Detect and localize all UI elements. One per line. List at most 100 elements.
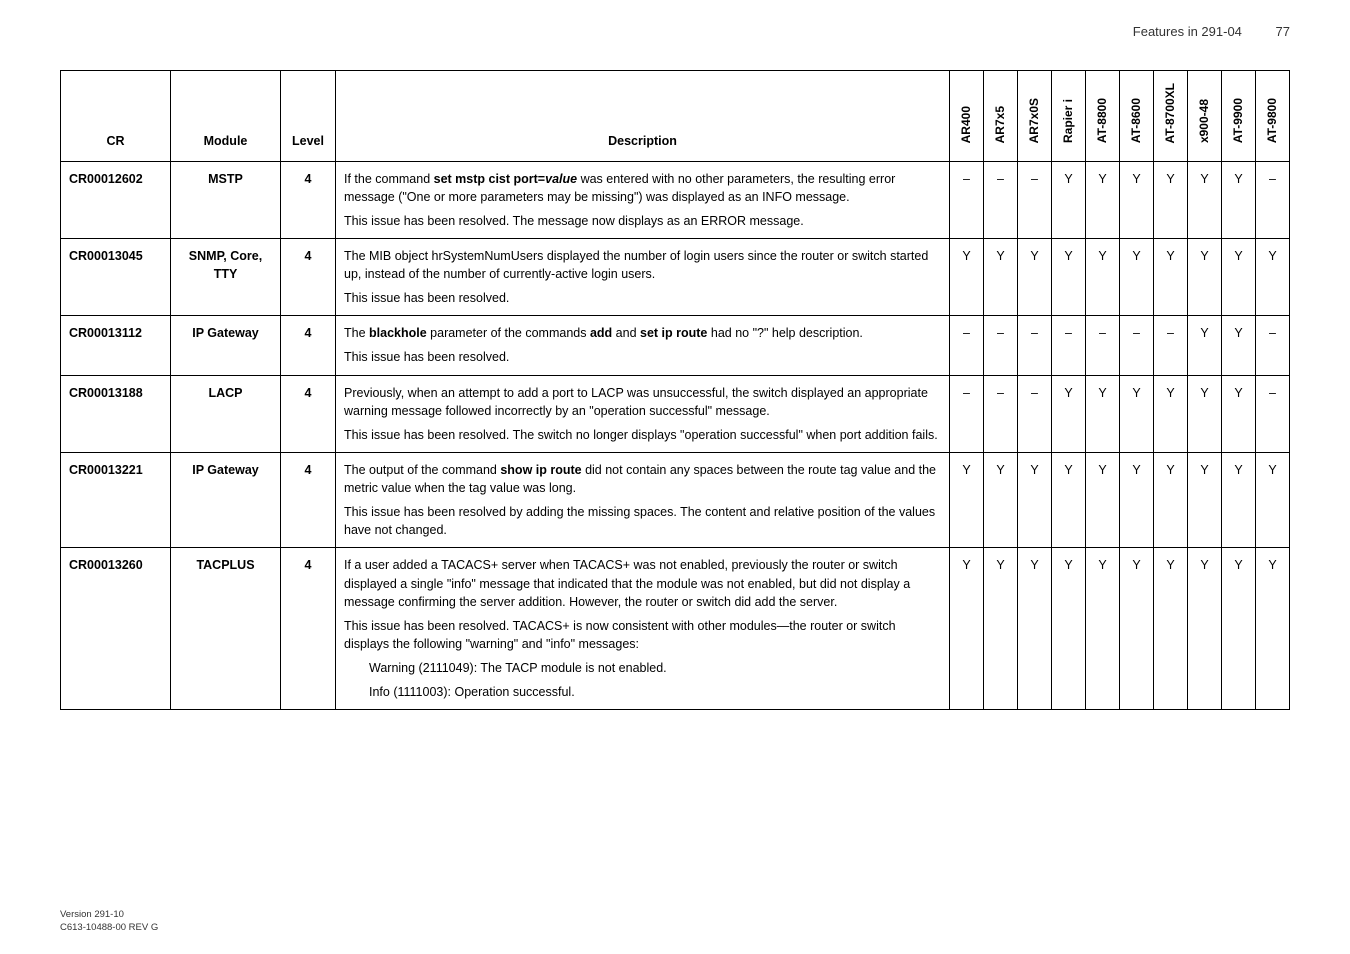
cell-level: 4 [281, 548, 336, 710]
cell-module: MSTP [171, 161, 281, 238]
cell-cr: CR00013112 [61, 316, 171, 375]
description-paragraph: This issue has been resolved. TACACS+ is… [344, 617, 941, 653]
cell-flag: Y [984, 548, 1018, 710]
cell-flag: Y [1052, 548, 1086, 710]
cell-flag: Y [1086, 375, 1120, 452]
page-header: Features in 291-04 77 [1133, 24, 1290, 39]
col-flag-0: AR400 [950, 71, 984, 162]
cell-flag: – [950, 375, 984, 452]
description-paragraph: Info (1111003): Operation successful. [344, 683, 941, 701]
description-paragraph: This issue has been resolved. [344, 289, 941, 307]
cell-flag: Y [1086, 452, 1120, 548]
cell-flag: Y [1052, 238, 1086, 315]
description-paragraph: If a user added a TACACS+ server when TA… [344, 556, 941, 610]
col-module: Module [171, 71, 281, 162]
description-paragraph: Warning (2111049): The TACP module is no… [344, 659, 941, 677]
cell-module: IP Gateway [171, 316, 281, 375]
table-row: CR00013112IP Gateway4 The blackhole param… [61, 316, 1290, 375]
feature-table-container: CR Module Level Description AR400 AR7x5 … [60, 70, 1290, 710]
description-paragraph: The blackhole parameter of the commands … [344, 324, 941, 342]
cell-flag: Y [984, 452, 1018, 548]
cell-flag: Y [950, 238, 984, 315]
cell-flag: Y [1222, 161, 1256, 238]
cell-flag: – [1018, 161, 1052, 238]
col-cr: CR [61, 71, 171, 162]
page-number: 77 [1276, 24, 1290, 39]
cell-level: 4 [281, 238, 336, 315]
cell-flag: Y [1120, 548, 1154, 710]
cell-flag: Y [1188, 375, 1222, 452]
cell-flag: – [1154, 316, 1188, 375]
description-paragraph: This issue has been resolved. The messag… [344, 212, 941, 230]
table-row: CR00013260TACPLUS4If a user added a TACA… [61, 548, 1290, 710]
description-paragraph: This issue has been resolved by adding t… [344, 503, 941, 539]
cell-description: The blackhole parameter of the commands … [336, 316, 950, 375]
cell-flag: Y [1086, 548, 1120, 710]
cell-flag: Y [1052, 452, 1086, 548]
description-paragraph: This issue has been resolved. The switch… [344, 426, 941, 444]
cell-cr: CR00012602 [61, 161, 171, 238]
cell-flag: Y [1222, 452, 1256, 548]
cell-flag: Y [1154, 161, 1188, 238]
footer-rev: C613-10488-00 REV G [60, 922, 158, 934]
description-paragraph: The output of the command show ip route … [344, 461, 941, 497]
cell-flag: Y [1120, 238, 1154, 315]
cell-flag: – [950, 161, 984, 238]
cell-level: 4 [281, 375, 336, 452]
col-level: Level [281, 71, 336, 162]
col-flag-5: AT-8600 [1120, 71, 1154, 162]
cell-flag: Y [1188, 161, 1222, 238]
cell-module: TACPLUS [171, 548, 281, 710]
cell-flag: Y [1188, 452, 1222, 548]
description-paragraph: Previously, when an attempt to add a por… [344, 384, 941, 420]
header-title: Features in 291-04 [1133, 24, 1242, 39]
col-flag-4: AT-8800 [1086, 71, 1120, 162]
cell-cr: CR00013221 [61, 452, 171, 548]
cell-flag: – [1256, 316, 1290, 375]
col-description: Description [336, 71, 950, 162]
cell-flag: Y [1052, 375, 1086, 452]
cell-flag: Y [1086, 161, 1120, 238]
footer-version: Version 291-10 [60, 909, 158, 921]
cell-flag: Y [1222, 316, 1256, 375]
description-paragraph: The MIB object hrSystemNumUsers displaye… [344, 247, 941, 283]
page-footer: Version 291-10 C613-10488-00 REV G [60, 909, 158, 934]
cell-flag: Y [1256, 452, 1290, 548]
cell-flag: Y [950, 452, 984, 548]
cell-flag: – [1256, 161, 1290, 238]
cell-description: The MIB object hrSystemNumUsers displaye… [336, 238, 950, 315]
cell-flag: Y [1120, 161, 1154, 238]
cell-flag: Y [1154, 238, 1188, 315]
cell-flag: Y [1222, 375, 1256, 452]
cell-level: 4 [281, 316, 336, 375]
cell-flag: Y [1188, 548, 1222, 710]
col-flag-6: AT-8700XL [1154, 71, 1188, 162]
cell-flag: Y [984, 238, 1018, 315]
cell-level: 4 [281, 161, 336, 238]
col-flag-9: AT-9800 [1256, 71, 1290, 162]
cell-description: The output of the command show ip route … [336, 452, 950, 548]
cell-description: Previously, when an attempt to add a por… [336, 375, 950, 452]
cell-flag: Y [1120, 375, 1154, 452]
table-row: CR00013045SNMP, Core, TTY4The MIB object… [61, 238, 1290, 315]
col-flag-2: AR7x0S [1018, 71, 1052, 162]
col-flag-1: AR7x5 [984, 71, 1018, 162]
cell-flag: Y [1018, 548, 1052, 710]
cell-cr: CR00013260 [61, 548, 171, 710]
col-flag-8: AT-9900 [1222, 71, 1256, 162]
cell-flag: – [950, 316, 984, 375]
cell-flag: Y [1018, 452, 1052, 548]
cell-flag: – [1052, 316, 1086, 375]
cell-flag: – [984, 316, 1018, 375]
cell-module: LACP [171, 375, 281, 452]
cell-flag: – [1120, 316, 1154, 375]
cell-flag: Y [1086, 238, 1120, 315]
cell-flag: – [984, 375, 1018, 452]
cell-flag: Y [1222, 238, 1256, 315]
cell-flag: Y [1154, 452, 1188, 548]
cell-module: IP Gateway [171, 452, 281, 548]
cell-flag: Y [1120, 452, 1154, 548]
col-flag-3: Rapier i [1052, 71, 1086, 162]
cell-flag: Y [1052, 161, 1086, 238]
cell-flag: – [1018, 316, 1052, 375]
